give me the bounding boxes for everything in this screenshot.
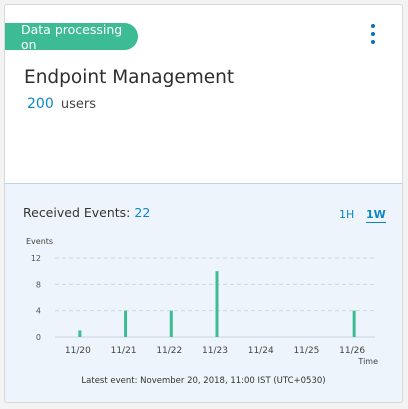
endpoint-management-card: Data processing on Endpoint Management 2… [4,4,403,403]
users-summary: 200 users [27,96,96,112]
event-bar [169,310,173,337]
range-1w-button[interactable]: 1W [366,208,386,223]
y-tick-label: 8 [36,280,41,289]
event-bar [352,310,356,337]
users-count[interactable]: 200 [27,96,54,112]
x-tick-label: 11/21 [111,346,137,356]
x-tick-label: 11/24 [248,346,274,356]
data-processing-badge: Data processing on [5,21,138,52]
x-tick-label: 11/26 [339,346,365,356]
y-tick-label: 4 [36,307,41,316]
latest-event-text: Latest event: November 20, 2018, 11:00 I… [81,376,326,386]
card-title: Endpoint Management [24,67,235,88]
event-bar [78,330,82,337]
y-tick-label: 0 [36,333,41,342]
received-events-panel: Received Events: 22 1H 1W Events 0 4 8 12 11/… [5,183,402,402]
x-tick-label: 11/20 [65,346,91,356]
range-1h-button[interactable]: 1H [339,208,355,221]
event-bar [215,271,219,337]
y-tick-label: 12 [31,254,41,263]
received-events-count: 22 [134,205,151,220]
x-axis-label: Time [357,357,378,366]
users-label: users [60,97,97,112]
received-events-heading: Received Events: 22 [23,205,150,220]
x-tick-label: 11/22 [156,346,182,356]
badge-label: Data processing on [21,21,123,52]
events-bar-chart: Events 0 4 8 12 11/20 11/21 11/22 11/23 11/24 11/2… [26,237,378,366]
y-axis-label: Events [26,237,53,246]
x-tick-label: 11/25 [293,346,319,356]
x-tick-label: 11/23 [202,346,228,356]
more-options-icon[interactable] [370,24,376,46]
event-bar [124,310,128,337]
received-events-label: Received Events: [23,205,131,220]
